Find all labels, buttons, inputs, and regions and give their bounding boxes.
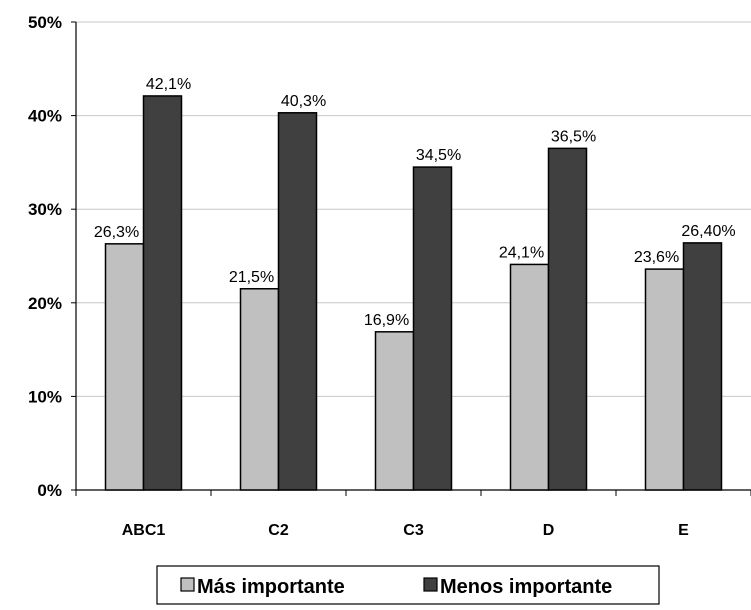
y-tick-label: 10% [28, 387, 62, 406]
bar [644, 268, 685, 491]
data-label: 16,9% [364, 312, 409, 329]
legend-swatch [423, 577, 438, 592]
x-tick-label: D [543, 522, 555, 539]
bar [682, 242, 723, 491]
x-tick-label: C2 [268, 522, 289, 539]
y-tick-label: 30% [28, 200, 62, 219]
y-tick-label: 0% [37, 481, 62, 500]
y-axis: 0% 10% 20% 30% 40% 50% [28, 13, 77, 500]
data-label: 40,3% [281, 93, 326, 110]
bar [142, 95, 183, 491]
legend-label: Más importante [197, 576, 345, 598]
data-label: 36,5% [551, 128, 596, 145]
y-tick-label: 40% [28, 107, 62, 126]
data-label: 26,3% [94, 224, 139, 241]
x-tick-label: ABC1 [122, 522, 166, 539]
data-label: 26,40% [681, 223, 735, 240]
bar [374, 331, 415, 491]
data-label: 23,6% [634, 249, 679, 266]
legend: Más importante Menos importante [156, 565, 660, 605]
bar [277, 112, 318, 491]
data-label: 24,1% [499, 244, 544, 261]
bar [239, 288, 280, 491]
data-label: 21,5% [229, 269, 274, 286]
bars [104, 95, 723, 491]
legend-swatch [180, 577, 195, 592]
data-label: 34,5% [416, 147, 461, 164]
x-axis: ABC1 C2 C3 D E [75, 489, 751, 539]
data-label: 42,1% [146, 76, 191, 93]
y-tick-label: 50% [28, 13, 62, 32]
legend-box [156, 565, 660, 605]
legend-label: Menos importante [440, 576, 612, 598]
data-labels: 26,3% 42,1% 21,5% 40,3% 16,9% 34,5% 24,1% 36,5%… [94, 76, 736, 329]
x-tick-label: E [678, 522, 689, 539]
y-tick-label: 20% [28, 294, 62, 313]
x-tick-label: C3 [403, 522, 424, 539]
bar [547, 147, 588, 491]
bar [104, 243, 145, 491]
bar [412, 166, 453, 491]
bar [509, 263, 550, 491]
